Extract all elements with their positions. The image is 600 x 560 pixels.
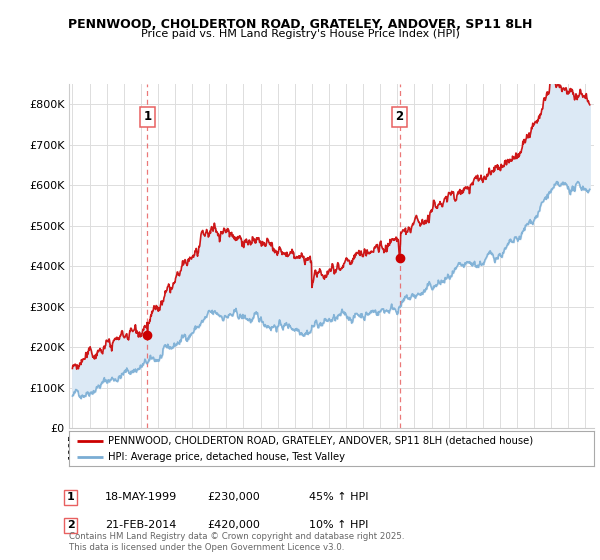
Text: Price paid vs. HM Land Registry's House Price Index (HPI): Price paid vs. HM Land Registry's House … — [140, 29, 460, 39]
Text: 21-FEB-2014: 21-FEB-2014 — [105, 520, 176, 530]
Text: HPI: Average price, detached house, Test Valley: HPI: Average price, detached house, Test… — [109, 451, 346, 461]
Text: 1: 1 — [67, 492, 74, 502]
Text: 2: 2 — [395, 110, 404, 123]
Text: £420,000: £420,000 — [207, 520, 260, 530]
Text: Contains HM Land Registry data © Crown copyright and database right 2025.
This d: Contains HM Land Registry data © Crown c… — [69, 532, 404, 552]
Text: 18-MAY-1999: 18-MAY-1999 — [105, 492, 177, 502]
Text: 2: 2 — [67, 520, 74, 530]
Text: 1: 1 — [143, 110, 151, 123]
Text: PENNWOOD, CHOLDERTON ROAD, GRATELEY, ANDOVER, SP11 8LH: PENNWOOD, CHOLDERTON ROAD, GRATELEY, AND… — [68, 18, 532, 31]
Text: PENNWOOD, CHOLDERTON ROAD, GRATELEY, ANDOVER, SP11 8LH (detached house): PENNWOOD, CHOLDERTON ROAD, GRATELEY, AND… — [109, 436, 533, 446]
Text: £230,000: £230,000 — [207, 492, 260, 502]
Text: 45% ↑ HPI: 45% ↑ HPI — [309, 492, 368, 502]
Text: 10% ↑ HPI: 10% ↑ HPI — [309, 520, 368, 530]
